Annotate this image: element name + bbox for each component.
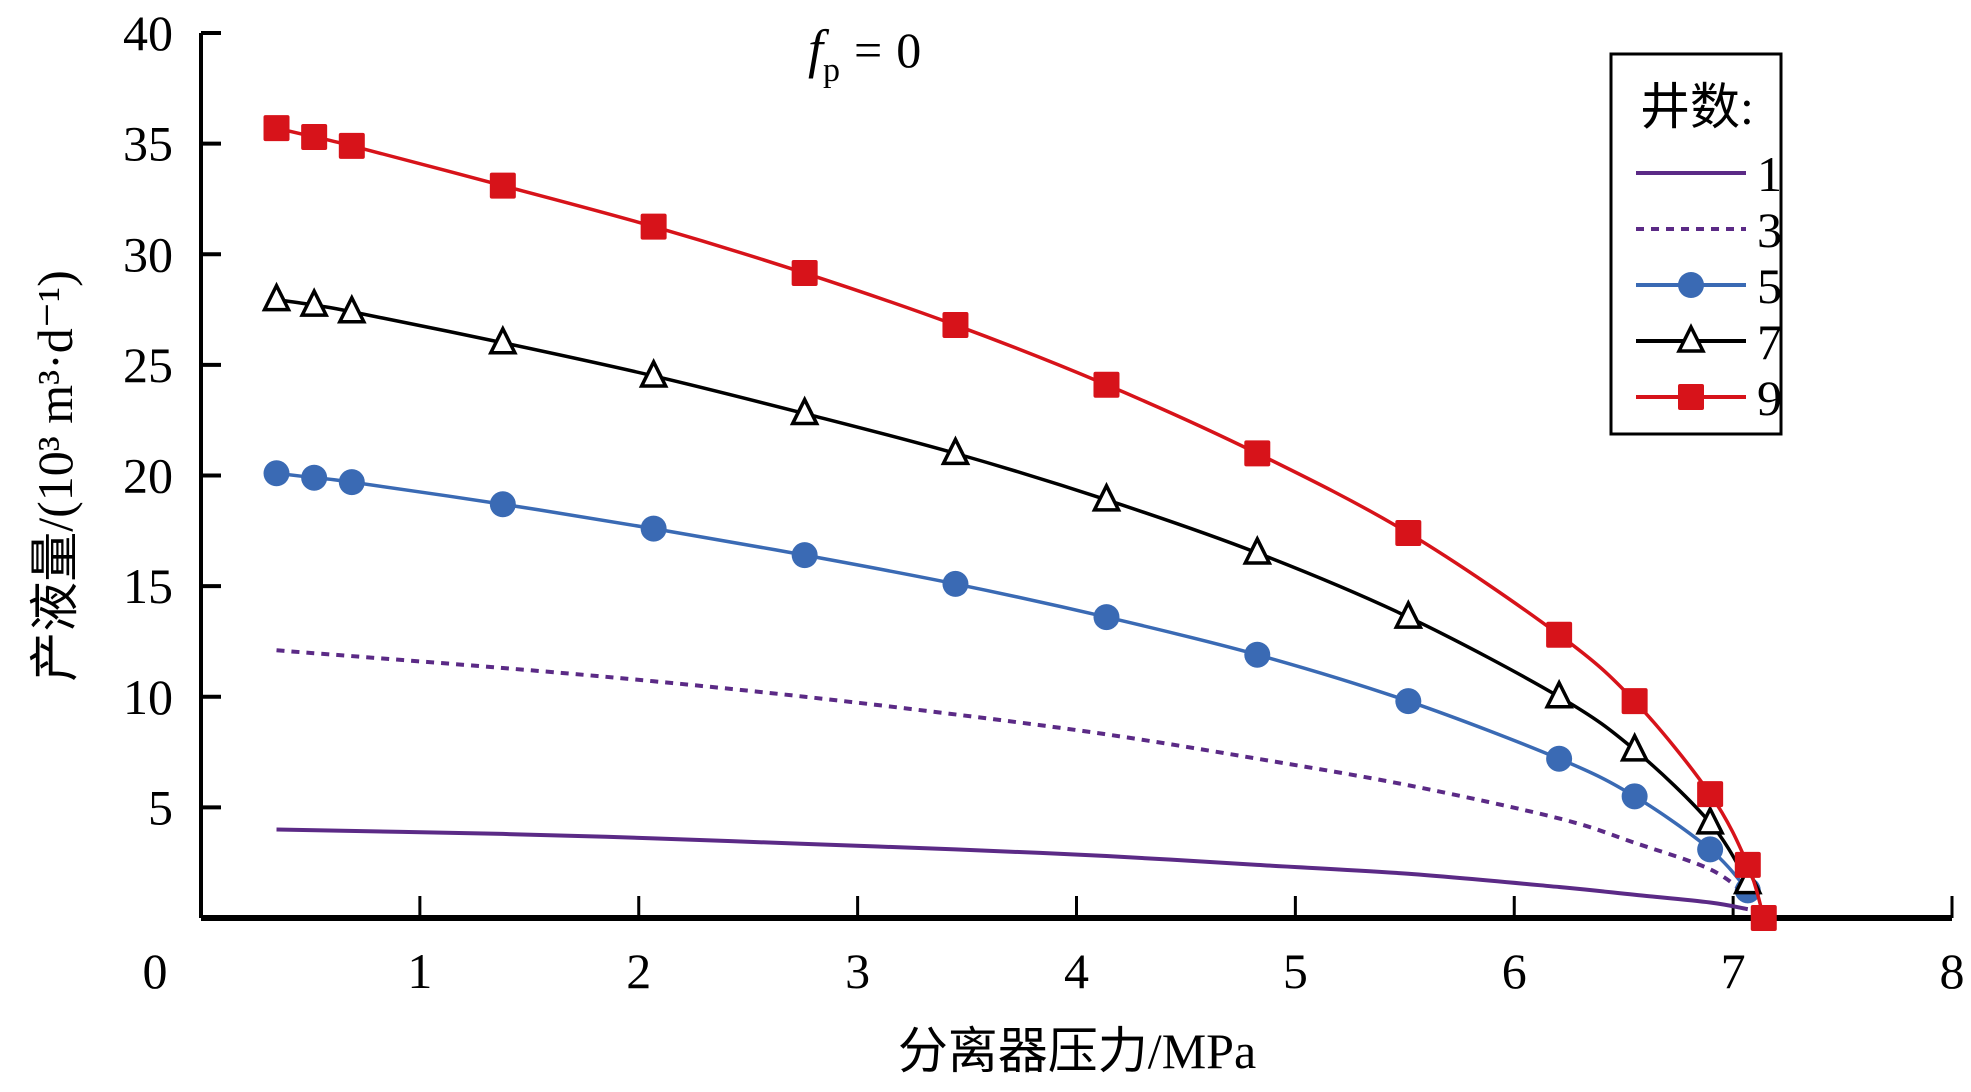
data-point-7 (638, 358, 669, 388)
series-line-5 (276, 471, 1750, 892)
data-point-9 (338, 132, 365, 159)
data-point-7 (1544, 678, 1574, 709)
series-5 (263, 460, 1761, 904)
legend-label: 3 (1757, 202, 1782, 258)
legend-title: 井数: (1640, 79, 1754, 135)
legend-box (1609, 52, 1783, 436)
data-point-9 (1546, 621, 1573, 648)
x-tick-label: 3 (845, 943, 870, 999)
data-point-7 (487, 324, 518, 355)
legend-item-5: 5 (1636, 258, 1782, 314)
data-point-5 (1697, 836, 1724, 863)
data-point-7 (940, 435, 971, 466)
x-tick-label: 4 (1064, 943, 1089, 999)
data-point-5 (1093, 604, 1120, 631)
legend-item-9: 9 (1636, 370, 1782, 426)
x-tick-label: 7 (1721, 943, 1746, 999)
data-point-9 (942, 312, 969, 339)
series-3 (276, 648, 1749, 898)
y-tick-label: 10 (123, 669, 173, 725)
series-1 (276, 827, 1749, 912)
legend-label: 7 (1757, 314, 1782, 370)
series-9 (263, 115, 1777, 931)
series-layer (261, 115, 1777, 931)
data-point-5 (1395, 688, 1422, 715)
data-point-7 (299, 287, 329, 317)
y-tick-label: 5 (148, 779, 173, 835)
data-point-9 (1697, 781, 1724, 808)
x-tick-label: 8 (1940, 943, 1965, 999)
data-point-5 (942, 570, 969, 597)
annotation-subscript: p (823, 52, 840, 89)
series-line-3 (276, 648, 1749, 898)
y-tick-label: 20 (123, 448, 173, 504)
legend-item-7: 7 (1636, 314, 1782, 370)
data-point-7 (1695, 804, 1725, 835)
legend-marker (1676, 323, 1706, 353)
series-line-9 (276, 126, 1766, 919)
x-tick-label: 6 (1502, 943, 1527, 999)
x-ticks: 0 1 2 3 4 5 6 7 8 (143, 896, 1965, 999)
series-7 (261, 281, 1763, 895)
y-tick-label: 35 (123, 116, 173, 172)
data-point-7 (336, 293, 367, 324)
x-tick-label: 2 (626, 943, 651, 999)
x-tick-label: 0 (143, 943, 168, 999)
data-point-9 (1734, 851, 1761, 878)
y-tick-label: 15 (123, 558, 173, 614)
data-point-5 (338, 469, 365, 496)
legend-label: 5 (1757, 258, 1782, 314)
data-point-5 (1546, 745, 1573, 772)
data-point-5 (1244, 641, 1271, 668)
data-point-9 (1750, 905, 1777, 931)
data-point-5 (263, 460, 290, 487)
y-tick-label: 40 (123, 5, 173, 61)
data-point-7 (1242, 535, 1273, 565)
y-tick-label: 25 (123, 337, 173, 393)
annotation-value: 0 (896, 22, 921, 78)
data-point-9 (263, 115, 290, 142)
data-point-5 (640, 515, 667, 542)
data-point-7 (1619, 731, 1650, 762)
y-ticks: 5 10 15 20 25 30 35 40 (123, 5, 221, 835)
data-point-5 (489, 491, 516, 518)
annotation-equals: = (854, 22, 882, 78)
data-point-9 (640, 213, 667, 240)
data-point-5 (301, 464, 328, 491)
series-line-7 (276, 297, 1750, 884)
data-point-5 (791, 542, 818, 569)
data-point-9 (1621, 688, 1648, 715)
data-point-7 (789, 395, 820, 426)
data-point-9 (791, 260, 818, 287)
data-point-5 (1621, 783, 1648, 810)
data-point-9 (489, 172, 516, 199)
data-point-9 (1093, 371, 1120, 398)
data-point-9 (1395, 520, 1422, 547)
data-point-7 (1393, 599, 1424, 629)
data-point-9 (1244, 440, 1271, 467)
legend-marker (1678, 384, 1704, 410)
data-point-7 (261, 281, 292, 312)
x-tick-label: 1 (407, 943, 432, 999)
annotation-fp: fp = 0 (808, 19, 921, 89)
x-axis-title: 分离器压力/MPa (898, 1023, 1256, 1079)
data-point-9 (301, 123, 328, 150)
legend-label: 1 (1757, 146, 1782, 202)
y-tick-label: 30 (123, 226, 173, 282)
y-axis-title: 产液量/(10³ m³·d⁻¹) (27, 270, 83, 682)
data-point-7 (1091, 481, 1122, 512)
x-tick-label: 5 (1283, 943, 1308, 999)
legend-item-3: 3 (1636, 202, 1782, 258)
series-line-1 (276, 827, 1749, 912)
legend-marker (1678, 272, 1704, 298)
legend-label: 9 (1757, 370, 1782, 426)
legend-item-1: 1 (1636, 146, 1782, 202)
